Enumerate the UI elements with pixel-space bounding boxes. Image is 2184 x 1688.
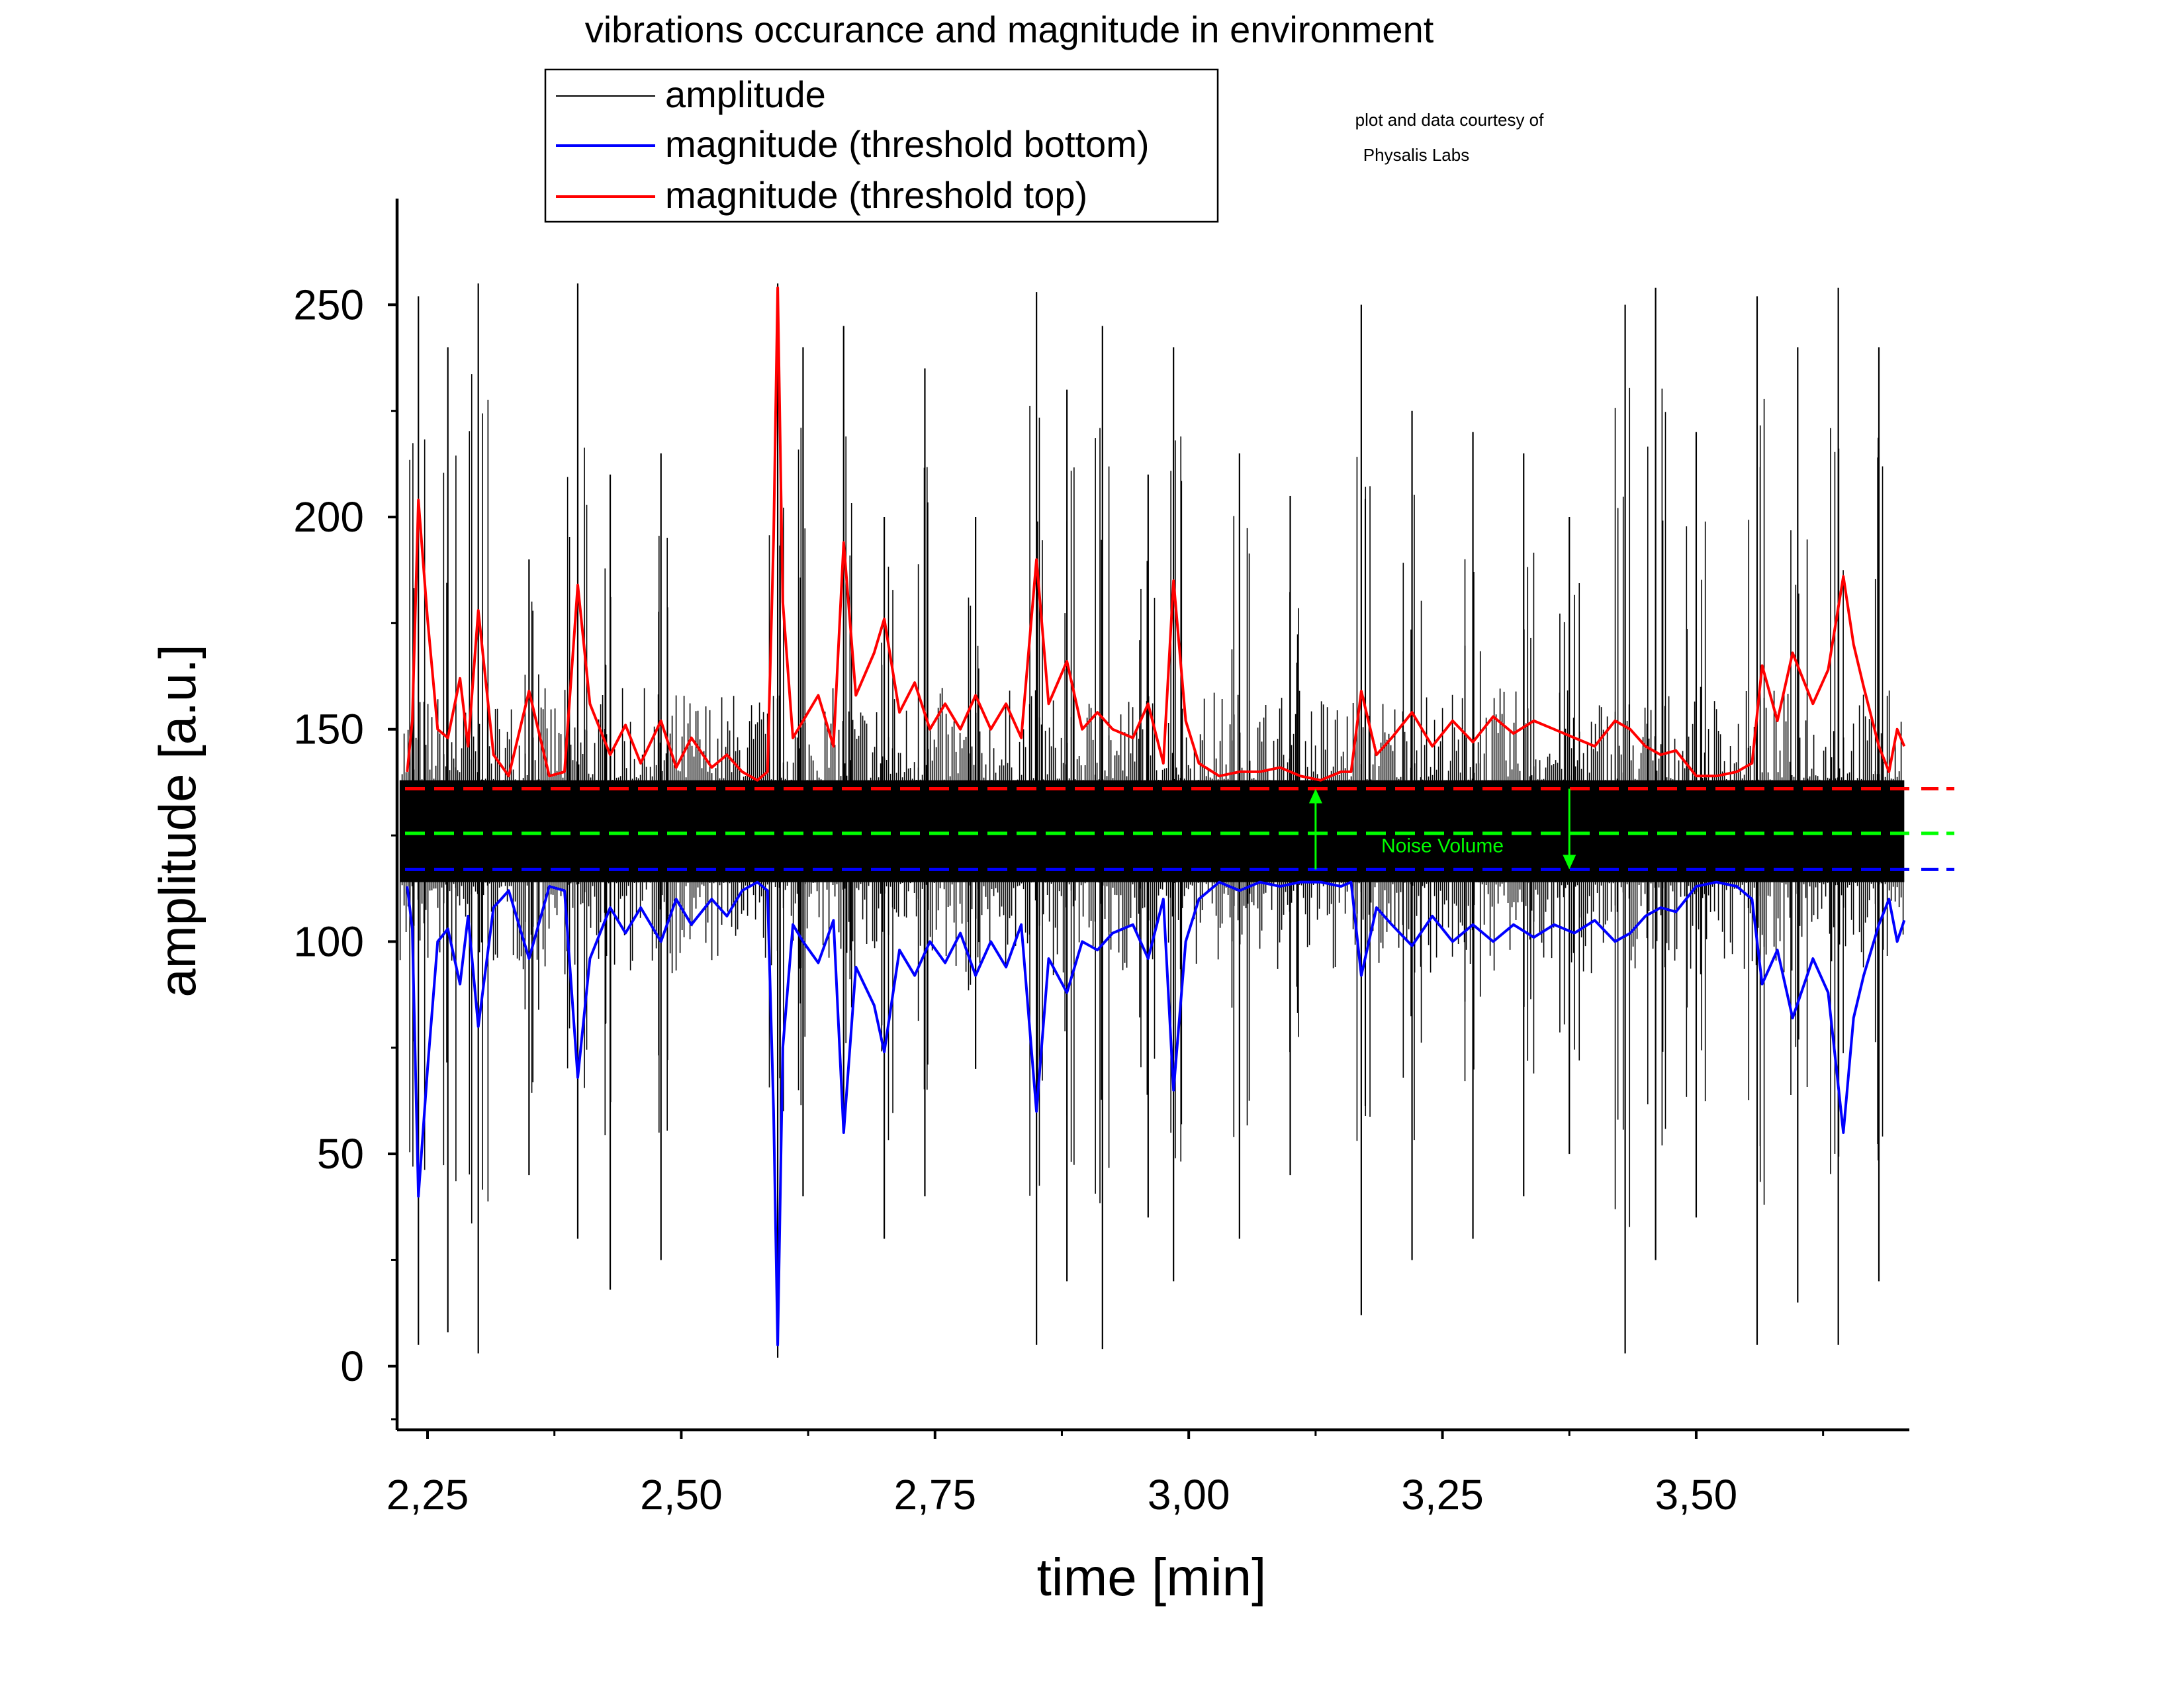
y-tick-label: 250: [293, 281, 364, 328]
x-tick-label: 2,25: [387, 1471, 469, 1519]
y-tick-label: 100: [293, 917, 364, 965]
x-tick-label: 2,50: [640, 1471, 723, 1519]
x-tick-label: 3,00: [1148, 1471, 1230, 1519]
legend-label-threshold-top: magnitude (threshold top): [665, 174, 1087, 216]
chart-title: vibrations occurance and magnitude in en…: [585, 9, 1434, 50]
legend: amplitude magnitude (threshold bottom) m…: [545, 70, 1218, 222]
series-line-threshold-bottom: [407, 882, 1904, 1345]
y-tick-label: 150: [293, 706, 364, 753]
x-tick-label: 3,50: [1655, 1471, 1738, 1519]
series-line-threshold-top: [407, 288, 1904, 780]
credit-line-2: Physalis Labs: [1363, 145, 1469, 165]
plot-area: Noise Volume: [400, 283, 1954, 1358]
x-axis-label: time [min]: [1037, 1548, 1267, 1607]
y-tick-label: 200: [293, 493, 364, 541]
legend-label-amplitude: amplitude: [665, 73, 826, 115]
x-tick-label: 3,25: [1401, 1471, 1484, 1519]
credit-line-1: plot and data courtesy of: [1355, 110, 1545, 130]
y-tick-label: 50: [317, 1130, 364, 1178]
x-tick-label: 2,75: [894, 1471, 977, 1519]
y-tick-label: 0: [340, 1342, 364, 1390]
y-axis-label: amplitude [a.u.]: [148, 644, 206, 997]
noise-volume-label: Noise Volume: [1381, 835, 1504, 857]
legend-label-threshold-bottom: magnitude (threshold bottom): [665, 123, 1150, 165]
